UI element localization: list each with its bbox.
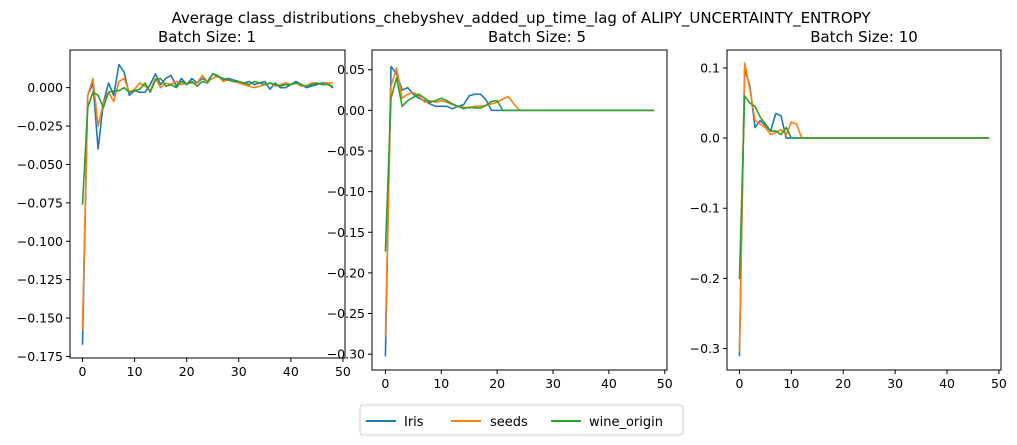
y-tick-label: −0.15 bbox=[327, 225, 365, 240]
y-tick-label: −0.30 bbox=[327, 347, 365, 362]
y-tick-label: −0.100 bbox=[17, 234, 63, 249]
series-line-iris bbox=[738, 68, 990, 357]
x-tick-label: 20 bbox=[489, 376, 505, 391]
x-tick-label: 20 bbox=[179, 364, 195, 379]
legend: Iris seeds wine_origin bbox=[359, 404, 684, 436]
y-tick-label: −0.050 bbox=[17, 157, 63, 172]
series-line-seeds bbox=[81, 74, 334, 330]
x-tick-label: 50 bbox=[991, 376, 1007, 391]
x-tick-label: 10 bbox=[783, 376, 799, 391]
legend-label-wine-origin: wine_origin bbox=[589, 415, 663, 430]
x-tick-label: 30 bbox=[887, 376, 903, 391]
axes-frame bbox=[726, 49, 1002, 371]
series-line-seeds bbox=[384, 67, 655, 338]
y-tick-label: −0.25 bbox=[327, 306, 365, 321]
y-tick-label: 0.05 bbox=[337, 62, 365, 77]
y-tick-label: 0.00 bbox=[337, 103, 365, 118]
y-tick-label: −0.150 bbox=[17, 311, 63, 326]
series-line-iris bbox=[81, 63, 334, 345]
series-group bbox=[738, 62, 990, 357]
subplot-title: Batch Size: 10 bbox=[810, 28, 918, 46]
x-tick-label: 30 bbox=[231, 364, 247, 379]
subplot-batch-size-5: Batch Size: 5 0 10 20 30 40 50 −0.30 −0.25 −0.20… bbox=[327, 28, 673, 391]
x-tick-label: 30 bbox=[545, 376, 561, 391]
y-tick-label: 0.1 bbox=[700, 60, 720, 75]
series-line-wine-origin bbox=[384, 77, 655, 252]
x-tick-label: 10 bbox=[433, 376, 449, 391]
subplot-title: Batch Size: 5 bbox=[488, 28, 586, 46]
y-tick-label: −0.175 bbox=[17, 349, 63, 364]
axes-frame bbox=[69, 49, 346, 359]
subplot-batch-size-1: Batch Size: 1 0 10 20 30 40 50 −0.175 −0.150 −0.… bbox=[17, 28, 351, 379]
y-tick-label: −0.075 bbox=[17, 195, 63, 210]
x-tick-label: 20 bbox=[835, 376, 851, 391]
x-tick-label: 0 bbox=[735, 376, 743, 391]
y-tick-label: −0.05 bbox=[327, 144, 365, 159]
y-tick-label: −0.025 bbox=[17, 119, 63, 134]
figure-title: Average class_distributions_chebyshev_ad… bbox=[171, 9, 871, 28]
x-tick-label: 50 bbox=[335, 364, 351, 379]
y-tick-label: −0.1 bbox=[690, 201, 720, 216]
series-group bbox=[81, 63, 334, 345]
legend-frame bbox=[359, 404, 684, 436]
axes-frame bbox=[371, 49, 668, 371]
y-tick-label: −0.20 bbox=[327, 265, 365, 280]
subplot-batch-size-10: Batch Size: 10 0 10 20 30 40 50 −0.3 −0.2 −0.1 0.… bbox=[690, 28, 1007, 391]
y-tick-label: −0.2 bbox=[690, 271, 720, 286]
subplot-title: Batch Size: 1 bbox=[158, 28, 256, 46]
x-tick-label: 0 bbox=[79, 364, 87, 379]
x-tick-label: 0 bbox=[381, 376, 389, 391]
legend-label-iris: Iris bbox=[404, 415, 424, 430]
y-tick-label: −0.125 bbox=[17, 272, 63, 287]
series-line-wine-origin bbox=[81, 73, 334, 206]
x-tick-label: 40 bbox=[283, 364, 299, 379]
series-line-wine-origin bbox=[738, 95, 990, 280]
y-tick-label: −0.10 bbox=[327, 184, 365, 199]
y-tick-label: 0.000 bbox=[27, 80, 63, 95]
x-tick-label: 40 bbox=[601, 376, 617, 391]
y-tick-label: 0.0 bbox=[700, 131, 720, 146]
series-line-seeds bbox=[738, 62, 990, 352]
series-group bbox=[384, 65, 655, 357]
x-tick-label: 40 bbox=[939, 376, 955, 391]
legend-label-seeds: seeds bbox=[490, 415, 528, 430]
x-tick-label: 50 bbox=[657, 376, 673, 391]
y-tick-label: −0.3 bbox=[690, 341, 720, 356]
x-tick-label: 10 bbox=[127, 364, 143, 379]
